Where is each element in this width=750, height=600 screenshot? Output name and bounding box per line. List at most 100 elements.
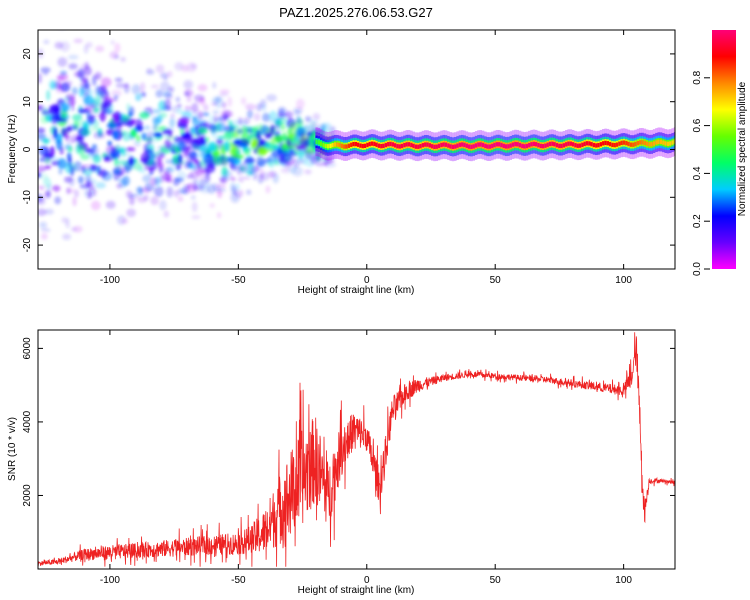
spectrogram-cell xyxy=(43,177,52,189)
spectrogram-cell xyxy=(113,157,119,167)
spectrogram-cell xyxy=(163,76,168,81)
spectrogram-cell xyxy=(227,119,233,126)
spectrogram-cell xyxy=(169,117,176,128)
spectrogram-cell xyxy=(293,158,305,165)
spectrogram-cell xyxy=(235,128,245,134)
spectrogram-ridge-cell xyxy=(578,143,582,148)
spectrogram-cell xyxy=(166,186,174,198)
spectrogram-cell xyxy=(43,39,50,45)
spectrogram-cell xyxy=(80,154,90,160)
spectrogram-ridge-cell xyxy=(359,143,362,148)
spectrogram-cell xyxy=(50,81,57,90)
spectrogram-cell xyxy=(111,114,119,124)
spectrogram-cell xyxy=(38,172,42,179)
spectrogram-x-tick-label: -50 xyxy=(231,275,246,286)
spectrogram-cell xyxy=(119,130,127,136)
spectrogram-ridge-cell xyxy=(558,143,561,149)
spectrogram-cell xyxy=(306,132,313,137)
spectrogram-ridge-cell xyxy=(440,142,443,148)
spectrogram-cell xyxy=(288,144,296,150)
spectrogram-ridge-cell xyxy=(465,143,469,148)
spectrogram-cell xyxy=(163,171,171,182)
spectrogram-cell xyxy=(140,91,147,98)
spectrogram-ridge-cell xyxy=(514,141,517,147)
spectrogram-cell xyxy=(39,221,48,229)
spectrogram-cell xyxy=(44,157,51,164)
spectrogram-ridge-cell xyxy=(643,140,647,146)
spectrogram-cell xyxy=(243,147,251,157)
spectrogram-cell xyxy=(295,98,305,109)
figure-title: PAZ1.2025.276.06.53.G27 xyxy=(279,5,433,20)
spectrogram-ridge-cell xyxy=(629,142,633,147)
spectrogram-cell xyxy=(73,38,83,44)
spectrogram-cell xyxy=(120,57,126,62)
spectrogram-cell xyxy=(144,182,155,192)
spectrogram-cell xyxy=(183,160,192,169)
spectrogram-heatmap xyxy=(38,38,675,241)
spectrogram-cell xyxy=(38,72,42,84)
spectrogram-cell xyxy=(305,148,317,154)
spectrogram-x-tick-label: 100 xyxy=(615,275,632,286)
spectrogram-cell xyxy=(257,146,268,156)
spectrogram-cell xyxy=(125,147,136,152)
spectrogram-cell xyxy=(120,146,126,158)
spectrogram-cell xyxy=(114,42,121,53)
spectrogram-cell xyxy=(242,117,251,125)
spectrogram-ridge-cell xyxy=(333,142,337,147)
spectrogram-ridge-cell xyxy=(523,144,526,149)
spectrogram-ridge-cell xyxy=(396,144,399,149)
spectrogram-cell xyxy=(134,193,140,198)
spectrogram-cell xyxy=(123,82,130,94)
spectrogram-cell xyxy=(197,127,208,135)
snr-x-label: Height of straight line (km) xyxy=(298,585,415,596)
spectrogram-ridge-cell xyxy=(331,142,335,148)
spectrogram-ridge-cell xyxy=(618,141,621,146)
spectrogram-cell xyxy=(40,228,51,233)
spectrogram-cell xyxy=(259,168,265,180)
spectrogram-ridge-cell xyxy=(662,140,665,145)
spectrogram-cell xyxy=(175,177,184,183)
spectrogram-cell xyxy=(209,123,218,134)
spectrogram-cell xyxy=(68,146,73,153)
spectrogram-cell xyxy=(139,111,150,119)
spectrogram-ridge-cell xyxy=(560,143,563,149)
spectrogram-cell xyxy=(60,41,70,52)
colorbar-label: Normalized spectral amplitude xyxy=(737,81,748,216)
spectrogram-ridge-cell xyxy=(461,142,464,147)
spectrogram-cell xyxy=(93,107,100,113)
spectrogram-cell xyxy=(56,139,63,151)
spectrogram-ridge-cell xyxy=(585,141,589,146)
spectrogram-ridge-cell xyxy=(548,141,552,147)
spectrogram-cell xyxy=(38,208,47,217)
spectrogram-cell xyxy=(188,156,199,164)
spectrogram-cell xyxy=(244,157,255,165)
spectrogram-cell xyxy=(70,226,78,232)
spectrogram-ridge-cell xyxy=(340,143,344,149)
spectrogram-ridge-cell xyxy=(645,141,649,147)
colorbar: 0.0 0.2 0.4 0.6 0.8 Normalized spectral ampl… xyxy=(692,30,748,276)
spectrogram-ridge-cell xyxy=(470,144,473,150)
spectrogram-cell xyxy=(246,189,252,196)
spectrogram-cell xyxy=(79,184,89,189)
spectrogram-cell xyxy=(156,132,163,139)
spectrogram-cell xyxy=(87,190,92,200)
spectrogram-cell xyxy=(293,109,302,116)
snr-y-tick-label: 2000 xyxy=(22,484,33,507)
spectrogram-cell xyxy=(173,189,179,198)
spectrogram-ridge-cell xyxy=(595,143,598,148)
spectrogram-cell xyxy=(163,210,170,218)
spectrogram-cell xyxy=(277,132,283,140)
spectrogram-cell xyxy=(38,133,47,140)
spectrogram-cell xyxy=(317,123,326,135)
snr-y-tick-label: 4000 xyxy=(22,410,33,433)
spectrogram-cell xyxy=(117,159,128,166)
spectrogram-ridge-cell xyxy=(664,141,667,146)
spectrogram-cell xyxy=(170,113,175,119)
spectrogram-x-tick-label: -100 xyxy=(100,275,120,286)
spectrogram-cell xyxy=(150,177,159,186)
spectrogram-cell xyxy=(179,116,190,124)
spectrogram-cell xyxy=(64,136,76,144)
spectrogram-cell xyxy=(216,211,222,219)
spectrogram-ridge-cell xyxy=(657,139,660,144)
spectrogram-cell xyxy=(229,125,239,130)
